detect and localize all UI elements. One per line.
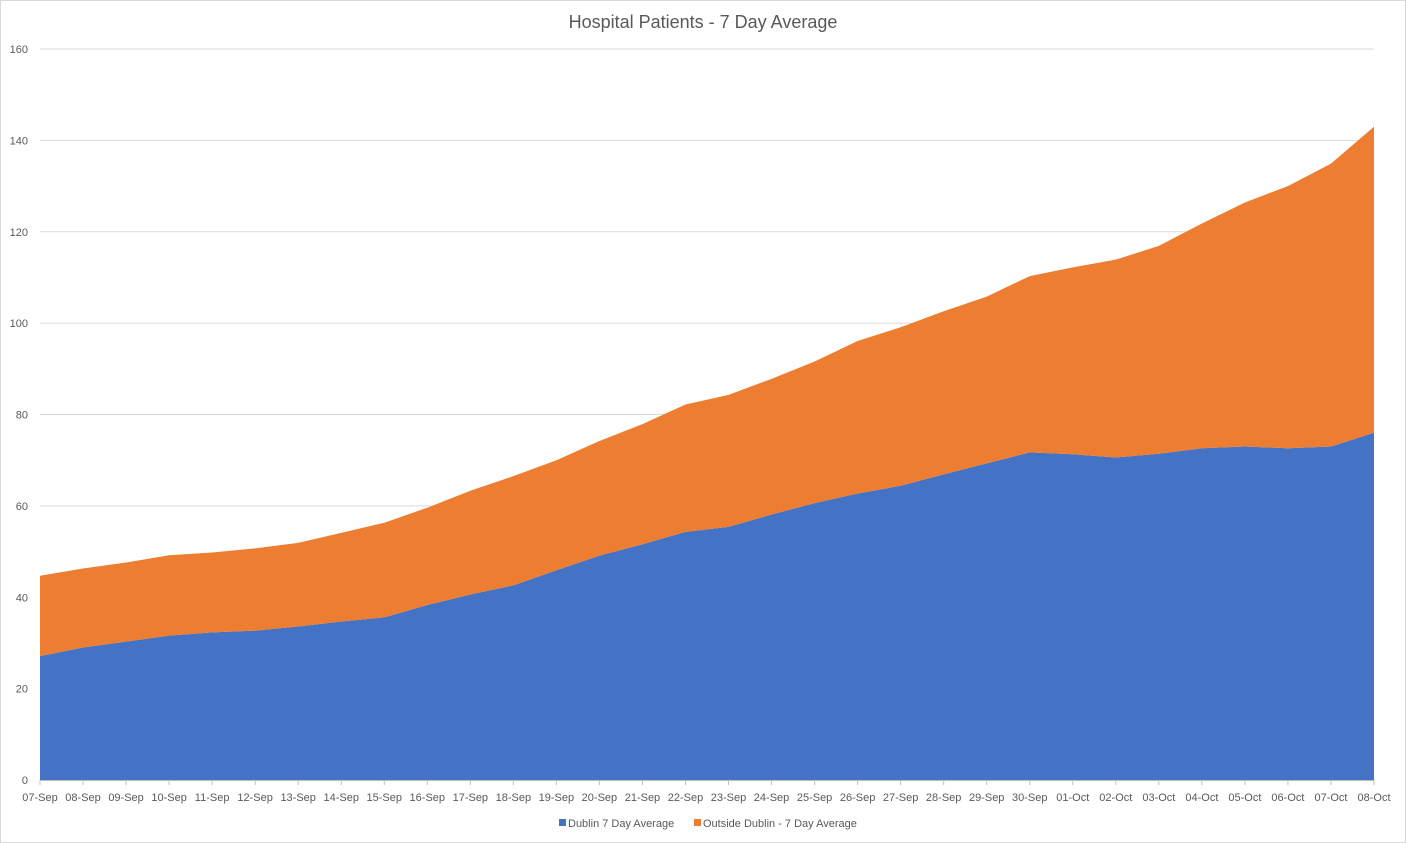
x-tick-label: 14-Sep <box>323 792 358 804</box>
x-tick-label: 13-Sep <box>280 792 315 804</box>
x-tick-label: 27-Sep <box>883 792 918 804</box>
x-tick-label: 07-Oct <box>1314 792 1347 804</box>
x-tick-label: 08-Oct <box>1357 792 1390 804</box>
y-tick-label: 60 <box>16 501 28 513</box>
y-tick-label: 100 <box>10 318 28 330</box>
legend-label-1: Dublin 7 Day Average <box>568 818 674 830</box>
x-tick-label: 08-Sep <box>65 792 100 804</box>
x-tick-label: 21-Sep <box>625 792 660 804</box>
x-tick-label: 23-Sep <box>711 792 746 804</box>
chart-title: Hospital Patients - 7 Day Average <box>569 12 838 32</box>
legend: Dublin 7 Day Average Outside Dublin - 7 D… <box>559 818 857 830</box>
x-tick-label: 19-Sep <box>539 792 574 804</box>
x-tick-label: 18-Sep <box>496 792 531 804</box>
x-tick-label: 10-Sep <box>151 792 186 804</box>
x-tick-label: 20-Sep <box>582 792 617 804</box>
legend-label-2: Outside Dublin - 7 Day Average <box>703 818 857 830</box>
x-tick-label: 04-Oct <box>1185 792 1218 804</box>
y-tick-label: 80 <box>16 410 28 422</box>
axes: 0 20 40 60 80 100 120 140 160 07-Sep 08-Sep 09-Sep 1… <box>10 44 1391 804</box>
x-tick-label: 06-Oct <box>1271 792 1304 804</box>
x-tick-label: 26-Sep <box>840 792 875 804</box>
x-tick-label: 03-Oct <box>1142 792 1175 804</box>
x-tick-label: 01-Oct <box>1056 792 1089 804</box>
legend-swatch-1 <box>559 819 566 826</box>
y-tick-label: 40 <box>16 592 28 604</box>
plot-areas <box>40 126 1374 780</box>
x-tick-label: 05-Oct <box>1228 792 1261 804</box>
x-tick-label: 29-Sep <box>969 792 1004 804</box>
x-tick-label: 22-Sep <box>668 792 703 804</box>
x-tick-label: 11-Sep <box>195 792 230 804</box>
x-tick-label: 15-Sep <box>367 792 402 804</box>
series-area-2 <box>40 126 1374 657</box>
x-tick-label: 07-Sep <box>22 792 57 804</box>
x-tick-label: 25-Sep <box>797 792 832 804</box>
y-tick-label: 120 <box>10 227 28 239</box>
series-area-1 <box>40 432 1374 780</box>
y-tick-label: 140 <box>10 135 28 147</box>
x-tick-label: 02-Oct <box>1099 792 1132 804</box>
x-tick-label: 30-Sep <box>1012 792 1047 804</box>
x-tick-label: 09-Sep <box>108 792 143 804</box>
x-tick-label: 28-Sep <box>926 792 961 804</box>
y-tick-label: 20 <box>16 684 28 696</box>
x-tick-label: 17-Sep <box>453 792 488 804</box>
legend-swatch-2 <box>694 819 701 826</box>
x-tick-label: 16-Sep <box>410 792 445 804</box>
x-tick-label: 12-Sep <box>237 792 272 804</box>
x-tick-label: 24-Sep <box>754 792 789 804</box>
y-tick-label: 160 <box>10 44 28 56</box>
y-tick-label: 0 <box>22 775 28 787</box>
